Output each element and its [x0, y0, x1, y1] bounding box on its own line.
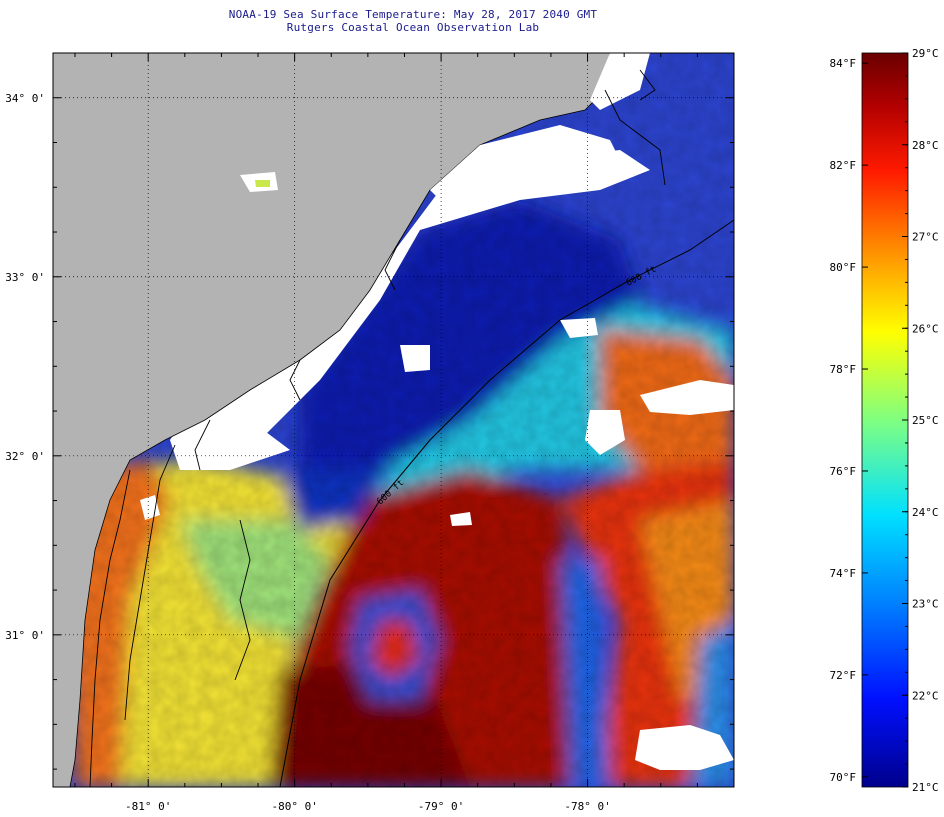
isobath-600ft — [279, 219, 734, 787]
lon-tick-label: -79° 0' — [418, 800, 464, 813]
celsius-label: 25°C — [912, 414, 939, 427]
axis-ticks — [53, 52, 735, 787]
celsius-label: 29°C — [912, 47, 939, 60]
celsius-label: 21°C — [912, 781, 939, 794]
sea-surface-temperature-map: 600 ft 600 ft — [53, 53, 734, 787]
lat-tick-label: 34° 0' — [5, 92, 45, 105]
axis-labels: -81° 0' -80° 0' -79° 0' -78° 0' 34° 0' 33° 0'… — [5, 92, 610, 813]
lon-tick-label: -78° 0' — [564, 800, 610, 813]
celsius-label: 22°C — [912, 689, 939, 702]
celsius-label: 23°C — [912, 598, 939, 611]
graticule — [53, 53, 734, 787]
lon-tick-label: -80° 0' — [271, 800, 317, 813]
celsius-label: 28°C — [912, 139, 939, 152]
celsius-label: 24°C — [912, 506, 939, 519]
fahrenheit-label: 78°F — [830, 363, 857, 376]
temperature-colorbar: 29°C 28°C 27°C 26°C 25°C 24°C 23°C 22°C 21°C 84°F… — [830, 47, 939, 794]
celsius-label: 27°C — [912, 231, 939, 244]
lon-tick-label: -81° 0' — [125, 800, 171, 813]
lat-tick-label: 32° 0' — [5, 450, 45, 463]
inland-water-feature — [255, 180, 270, 187]
chart-subtitle: Rutgers Coastal Ocean Observation Lab — [286, 21, 540, 34]
fahrenheit-label: 82°F — [830, 159, 857, 172]
land-mass — [53, 53, 611, 787]
coastline — [89, 69, 666, 787]
celsius-label: 26°C — [912, 322, 939, 335]
map-frame — [52, 52, 735, 788]
cloud-cover-coastal — [430, 125, 620, 200]
colorbar-gradient — [861, 52, 909, 788]
fahrenheit-label: 76°F — [830, 465, 857, 478]
lat-tick-label: 33° 0' — [5, 271, 45, 284]
fahrenheit-label: 74°F — [830, 567, 857, 580]
fahrenheit-label: 80°F — [830, 261, 857, 274]
chart-title: NOAA-19 Sea Surface Temperature: May 28,… — [228, 8, 598, 21]
cloud-cover-north — [590, 53, 650, 110]
fahrenheit-label: 70°F — [830, 771, 857, 784]
fahrenheit-label: 72°F — [830, 669, 857, 682]
lat-tick-label: 31° 0' — [5, 629, 45, 642]
fahrenheit-label: 84°F — [830, 57, 857, 70]
